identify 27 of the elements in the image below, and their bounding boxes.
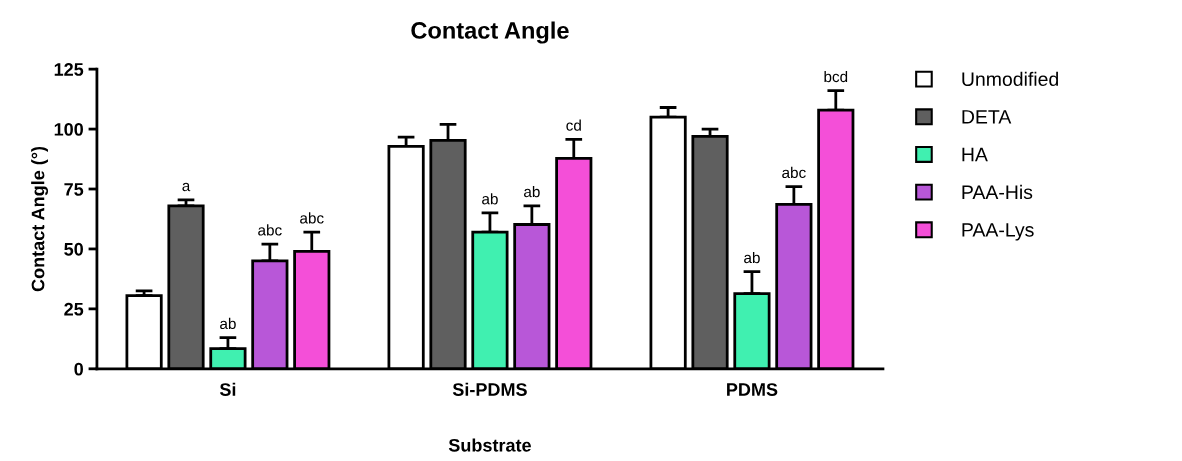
y-tick-label: 50 — [64, 242, 83, 256]
data-label: a — [182, 182, 191, 192]
y-axis-title: Contact Angle (°) — [31, 146, 49, 292]
x-tick-label: Si-PDMS — [452, 382, 527, 396]
legend-label: HA — [962, 147, 988, 162]
chart-title: Contact Angle — [411, 21, 569, 44]
y-tick-label: 75 — [64, 183, 84, 196]
legend-label: PAA-Lys — [962, 223, 1034, 241]
legend-label: DETA — [962, 110, 1012, 124]
data-label: bcd — [824, 70, 848, 83]
y-tick-label: 0 — [74, 362, 83, 376]
y-tick-label: 25 — [64, 302, 84, 316]
data-label: ab — [482, 193, 498, 205]
data-label: abc — [258, 224, 282, 236]
x-tick-label: PDMS — [727, 383, 778, 396]
y-tick-label: 100 — [54, 123, 83, 136]
data-label: ab — [744, 251, 760, 264]
data-label: ab — [524, 185, 540, 198]
data-label: ab — [220, 317, 236, 330]
legend-label: PAA-His — [962, 184, 1033, 200]
y-tick-label: 125 — [54, 63, 84, 76]
data-label: abc — [782, 166, 806, 179]
legend-label: Unmodified — [962, 71, 1058, 87]
data-label: cd — [566, 119, 581, 131]
x-tick-label: Si — [219, 382, 236, 396]
data-label: abc — [300, 212, 324, 224]
x-axis-title: Substrate — [448, 438, 531, 452]
